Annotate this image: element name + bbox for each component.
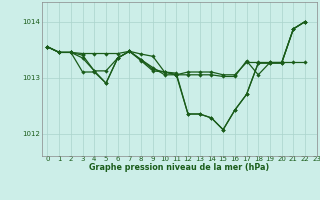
X-axis label: Graphe pression niveau de la mer (hPa): Graphe pression niveau de la mer (hPa) <box>89 163 269 172</box>
